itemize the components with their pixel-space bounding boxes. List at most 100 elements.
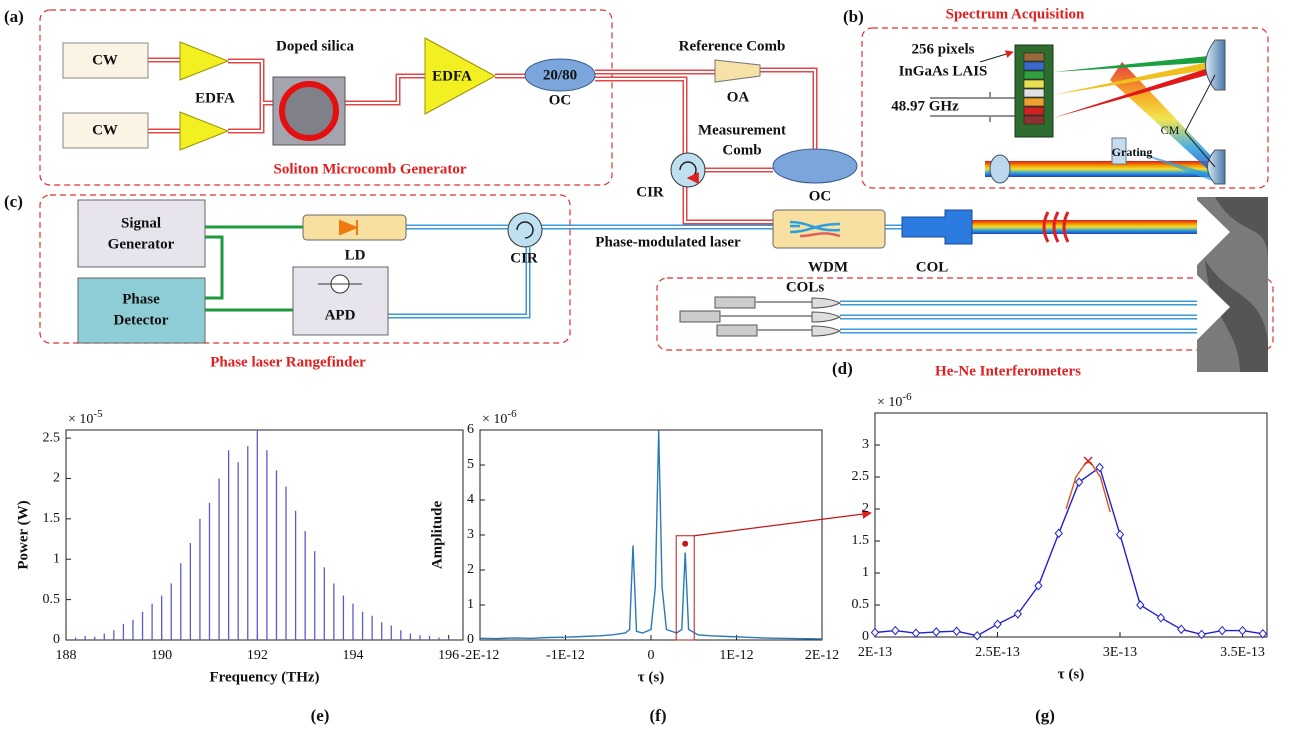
x-tick-label: 1E-12	[719, 648, 753, 663]
cols-label: COLs	[786, 279, 825, 295]
panel-label: (f)	[650, 706, 667, 725]
apd-label: APD	[325, 307, 356, 323]
col-label: COL	[916, 259, 949, 275]
measurement-comb-label: Comb	[722, 142, 761, 158]
panel-label: (e)	[311, 706, 330, 725]
data-marker	[952, 626, 961, 636]
x-tick-label: 3E-13	[1103, 645, 1137, 660]
cw-label: CW	[92, 122, 118, 138]
panel-label: (c)	[4, 192, 23, 211]
data-marker	[932, 627, 941, 637]
edfa-label: EDFA	[195, 90, 235, 106]
cw-label: CW	[92, 52, 118, 68]
data-marker	[1034, 581, 1043, 591]
y-tick-label: 0	[467, 632, 474, 647]
data-marker	[891, 625, 900, 636]
signal-generator-label: Signal	[121, 215, 161, 231]
x-tick-label: -2E-12	[461, 648, 500, 663]
data-marker	[973, 630, 982, 641]
axis-multiplier-exponent: -5	[93, 408, 103, 420]
y-tick-label: 1	[53, 551, 60, 566]
y-axis-label: Power (W)	[15, 500, 31, 569]
data-marker	[870, 627, 880, 638]
x-tick-label: 190	[151, 648, 172, 663]
data-marker	[1095, 462, 1104, 473]
axis-multiplier: × 10-6	[482, 408, 517, 428]
y-axis-label: Amplitude	[429, 500, 445, 569]
x-tick-label: -1E-12	[546, 648, 585, 663]
axis-multiplier: × 10-5	[68, 408, 103, 428]
axis-multiplier-exponent: -6	[507, 408, 517, 420]
section-title: Soliton Microcomb Generator	[273, 161, 466, 177]
axis-multiplier-exponent: -6	[902, 391, 912, 403]
data-marker	[911, 628, 921, 638]
x-tick-label: 0	[648, 648, 655, 663]
x-tick-label: 196	[438, 648, 459, 663]
y-tick-label: 1	[862, 565, 869, 580]
x-tick-label: 188	[56, 648, 77, 663]
y-tick-label: 6	[467, 422, 474, 437]
section-title: Spectrum Acquisition	[946, 6, 1085, 22]
grating-label: Grating	[1112, 145, 1153, 159]
diagram-texts: (a) (b) (c) (d) (e) (f) (g) CW CW EDFA D…	[4, 6, 1180, 724]
doped-silica-label: Doped silica	[276, 38, 354, 54]
panel-label: (b)	[843, 7, 864, 26]
x-axis-label: τ (s)	[1058, 666, 1085, 682]
highlight-point	[682, 540, 689, 547]
y-tick-label: 3	[862, 437, 869, 452]
signal-generator-label: Generator	[108, 236, 175, 252]
charts: 188 190 192 194 196 0 0.5 1 1.5 2 2.5 Frequency (TH…	[15, 391, 1268, 685]
data-line	[479, 429, 823, 640]
data-line	[1065, 461, 1111, 513]
data-marker	[1258, 629, 1267, 639]
cm-label: CM	[1161, 123, 1180, 137]
y-tick-label: 2.5	[852, 469, 870, 484]
spectrometer	[930, 39, 1226, 185]
panel-label: (d)	[832, 359, 853, 378]
reference-comb-label: Reference Comb	[679, 38, 786, 54]
oc-label: OC	[809, 188, 832, 204]
coupler-ratio: 20/80	[543, 67, 577, 83]
panel-boxes	[39, 9, 1274, 351]
data-marker	[1218, 625, 1227, 636]
data-marker	[1115, 529, 1125, 540]
ld-label: LD	[345, 247, 366, 263]
components-a	[62, 37, 858, 188]
y-tick-label: 1.5	[43, 511, 61, 526]
x-axis-label: Frequency (THz)	[209, 669, 319, 685]
data-marker	[1197, 629, 1206, 640]
y-tick-label: 3	[467, 527, 474, 542]
y-tick-label: 2	[53, 471, 60, 486]
detector-label: 256 pixels	[912, 41, 975, 57]
phase-detector-label: Detector	[114, 312, 169, 328]
data-marker	[1177, 624, 1186, 635]
cir-label: CIR	[510, 250, 538, 266]
y-tick-label: 5	[467, 457, 474, 472]
y-tick-label: 2	[862, 501, 869, 516]
y-tick-label: 1.5	[852, 533, 870, 548]
measurement-comb-label: Measurement	[698, 122, 786, 138]
oa-label: OA	[727, 89, 750, 105]
data-marker	[1013, 609, 1023, 619]
y-tick-label: 0.5	[852, 597, 870, 612]
oc-label: OC	[549, 92, 572, 108]
wdm-label: WDM	[808, 259, 848, 275]
axis-multiplier: × 10-6	[877, 391, 912, 411]
x-tick-label: 2E-12	[805, 648, 839, 663]
y-tick-label: 0	[862, 629, 869, 644]
pixel-spacing-label: 48.97 GHz	[891, 98, 959, 114]
x-axis-label: τ (s)	[638, 669, 665, 685]
y-tick-label: 4	[467, 492, 474, 507]
x-tick-label: 2.5E-13	[975, 645, 1020, 660]
x-tick-label: 3.5E-13	[1220, 645, 1265, 660]
edfa-label: EDFA	[432, 68, 472, 84]
x-tick-label: 192	[247, 648, 268, 663]
panel-label: (a)	[4, 7, 24, 26]
peak-marker	[1083, 456, 1093, 466]
data-marker	[1074, 477, 1084, 487]
zoom-box	[675, 535, 695, 641]
panel-label: (g)	[1035, 706, 1055, 725]
data-marker	[1136, 600, 1145, 610]
y-tick-label: 1	[467, 597, 474, 612]
